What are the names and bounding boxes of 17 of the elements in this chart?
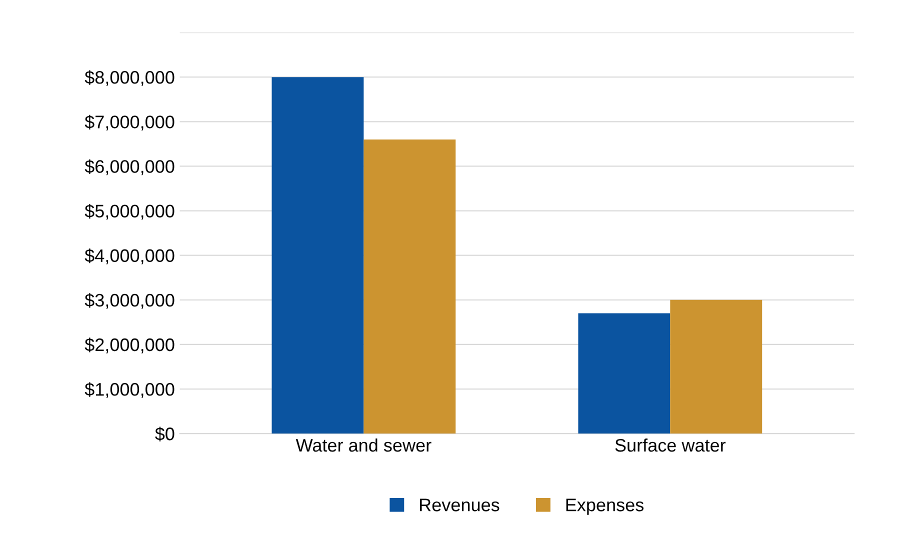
bar: [364, 139, 456, 434]
bar: [272, 77, 364, 434]
y-tick-label: $0: [155, 426, 174, 442]
y-tick-label: $4,000,000: [84, 248, 174, 264]
x-tick-label: Surface water: [615, 438, 726, 452]
x-tick-label: Water and sewer: [296, 438, 432, 452]
y-tick-label: $2,000,000: [84, 338, 174, 354]
y-tick-label: $5,000,000: [84, 204, 174, 220]
bar: [578, 313, 670, 434]
bar: [670, 300, 762, 434]
y-tick-label: $3,000,000: [84, 293, 174, 309]
legend-label: Expenses: [566, 498, 644, 515]
y-tick-label: $1,000,000: [84, 382, 174, 398]
y-tick-label: $8,000,000: [84, 70, 174, 86]
y-tick-label: $6,000,000: [84, 159, 174, 176]
legend-label: Revenues: [420, 498, 500, 512]
y-tick-label: $7,000,000: [84, 114, 174, 130]
